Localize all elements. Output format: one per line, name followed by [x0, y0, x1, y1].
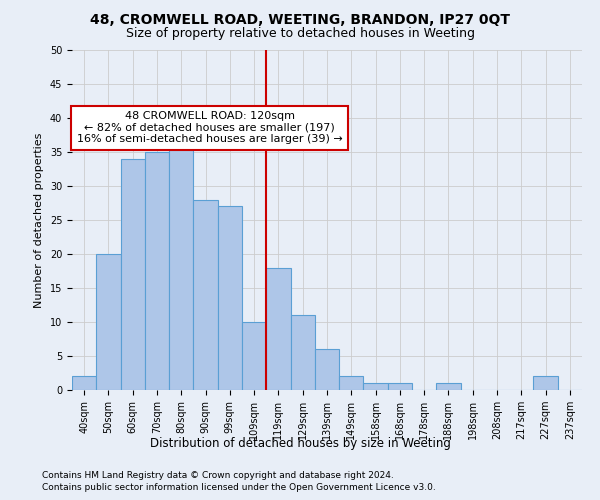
Bar: [121, 159, 145, 390]
Bar: [436, 383, 461, 390]
Text: 48, CROMWELL ROAD, WEETING, BRANDON, IP27 0QT: 48, CROMWELL ROAD, WEETING, BRANDON, IP2…: [90, 12, 510, 26]
Text: Size of property relative to detached houses in Weeting: Size of property relative to detached ho…: [125, 28, 475, 40]
Text: Contains HM Land Registry data © Crown copyright and database right 2024.: Contains HM Land Registry data © Crown c…: [42, 471, 394, 480]
Bar: [364, 383, 388, 390]
Bar: [388, 383, 412, 390]
Bar: [533, 376, 558, 390]
Y-axis label: Number of detached properties: Number of detached properties: [34, 132, 44, 308]
Bar: [169, 111, 193, 390]
Bar: [290, 315, 315, 390]
Text: 48 CROMWELL ROAD: 120sqm
← 82% of detached houses are smaller (197)
16% of semi-: 48 CROMWELL ROAD: 120sqm ← 82% of detach…: [77, 111, 343, 144]
Bar: [315, 349, 339, 390]
Bar: [145, 152, 169, 390]
Text: Distribution of detached houses by size in Weeting: Distribution of detached houses by size …: [149, 437, 451, 450]
Bar: [72, 376, 96, 390]
Bar: [96, 254, 121, 390]
Bar: [242, 322, 266, 390]
Bar: [218, 206, 242, 390]
Bar: [266, 268, 290, 390]
Text: Contains public sector information licensed under the Open Government Licence v3: Contains public sector information licen…: [42, 484, 436, 492]
Bar: [339, 376, 364, 390]
Bar: [193, 200, 218, 390]
